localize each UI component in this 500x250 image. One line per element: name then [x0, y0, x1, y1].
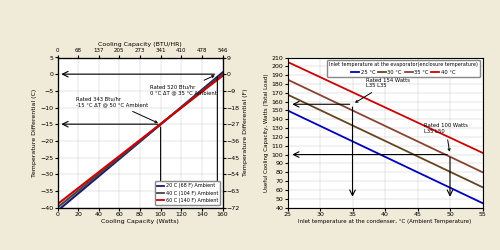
Y-axis label: Useful Cooling Capacity, Watts (Total Load): Useful Cooling Capacity, Watts (Total Lo… [264, 73, 269, 192]
Legend: 25 °C, 30 °C, 35 °C, 40 °C: 25 °C, 30 °C, 35 °C, 40 °C [327, 60, 480, 77]
X-axis label: Inlet temperature at the condenser, °C (Ambient Temperature): Inlet temperature at the condenser, °C (… [298, 220, 472, 224]
Y-axis label: Temperature Differential (F): Temperature Differential (F) [242, 89, 248, 176]
Text: Rated 520 Btu/hr
0 °C ΔT @ 35 °C Ambient: Rated 520 Btu/hr 0 °C ΔT @ 35 °C Ambient [150, 76, 217, 95]
Text: Rated 100 Watts
L35 L50: Rated 100 Watts L35 L50 [424, 124, 468, 151]
Text: Rated 154 Watts
L35 L35: Rated 154 Watts L35 L35 [356, 78, 410, 102]
Text: Rated 343 Btu/hr
-15 °C ΔT @ 50 °C Ambient: Rated 343 Btu/hr -15 °C ΔT @ 50 °C Ambie… [76, 97, 157, 123]
Y-axis label: Temperature Differential (C): Temperature Differential (C) [32, 88, 38, 176]
X-axis label: Cooling Capacity (Watts): Cooling Capacity (Watts) [101, 220, 179, 224]
X-axis label: Cooling Capacity (BTU/HR): Cooling Capacity (BTU/HR) [98, 42, 182, 46]
Legend: 20 C (68 F) Ambient, 40 C (104 F) Ambient, 60 C (140 F) Ambient: 20 C (68 F) Ambient, 40 C (104 F) Ambien… [154, 181, 220, 205]
